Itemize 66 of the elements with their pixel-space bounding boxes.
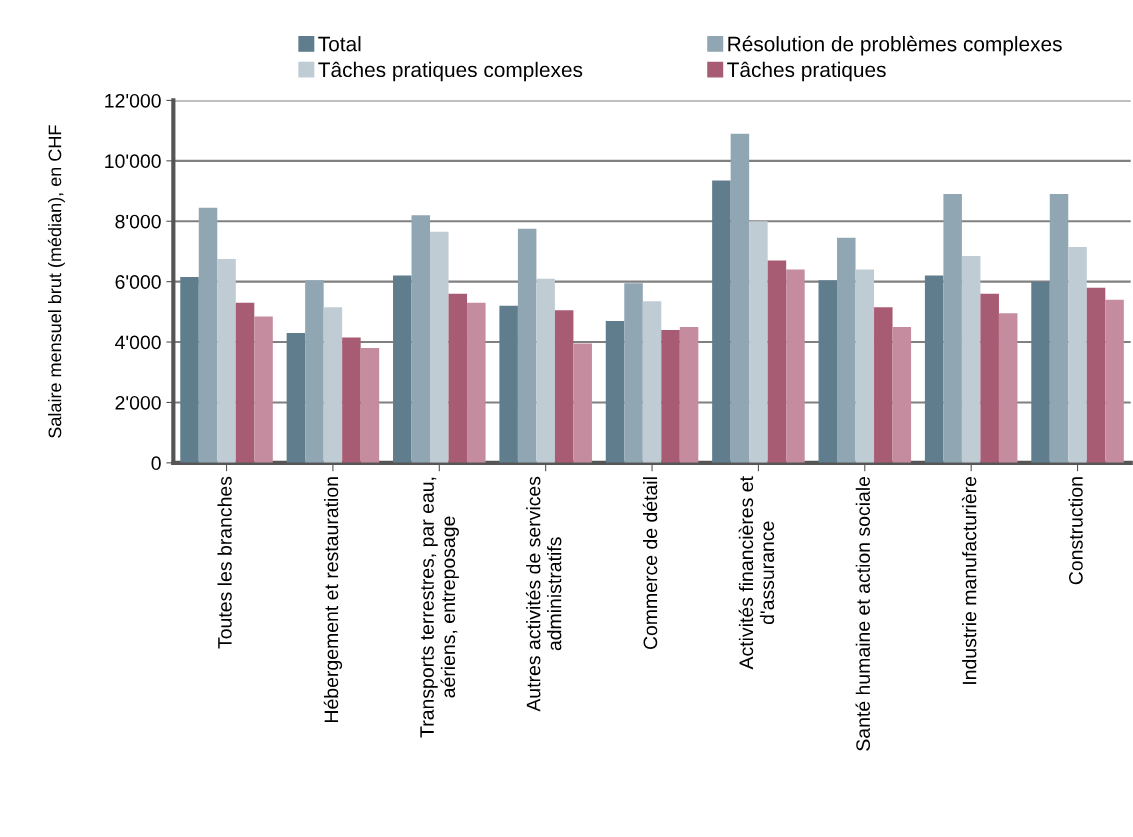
- bar: [342, 337, 361, 463]
- bar: [924, 275, 944, 463]
- bar: [961, 255, 981, 463]
- bar: [767, 260, 787, 463]
- bar: [605, 320, 625, 463]
- x-tick-label: Construction: [1068, 477, 1083, 585]
- bar: [517, 228, 537, 463]
- y-axis-title: Salaire mensuel brut (médian), en CHF: [47, 125, 65, 438]
- legend-label: Tâches pratiques complexes: [318, 61, 583, 82]
- bar: [180, 277, 199, 463]
- bar: [323, 307, 343, 463]
- bar: [554, 310, 574, 463]
- legend-label: Total: [318, 36, 361, 52]
- bar: [1068, 246, 1087, 463]
- bar: [943, 194, 962, 463]
- bar: [1086, 287, 1106, 463]
- x-tick-label: Santé humaine et action sociale: [855, 476, 871, 751]
- bar: [305, 280, 324, 463]
- bar: [624, 283, 643, 463]
- x-tick-label: Toutes les branches: [217, 476, 232, 649]
- bar: [286, 332, 306, 463]
- bar: [712, 180, 731, 463]
- y-tick-label: 12'000: [105, 93, 161, 108]
- bar: [679, 326, 699, 463]
- x-tick-label: Autres activités de services administratifs: [525, 476, 562, 712]
- bar: [448, 293, 468, 463]
- bar: [198, 207, 218, 463]
- bar: [980, 293, 999, 463]
- bar: [749, 221, 768, 463]
- y-tick-label: 8'000: [115, 214, 161, 229]
- y-tick-label: 6'000: [115, 275, 161, 289]
- bar: [499, 305, 518, 463]
- bar: [467, 302, 486, 463]
- y-tick-label: 4'000: [115, 335, 161, 350]
- x-tick-label: Transports terrestres, par eau, aériens, entreposage: [420, 477, 459, 738]
- bar: [573, 343, 592, 463]
- y-tick-label: 2'000: [115, 395, 161, 410]
- bar: [393, 275, 412, 463]
- bar: [730, 133, 750, 463]
- bar: [874, 307, 893, 463]
- x-tick-label: Commerce de détail: [642, 477, 658, 650]
- bar: [430, 231, 449, 463]
- bar: [235, 302, 255, 463]
- bar: [1049, 194, 1069, 463]
- bar: [998, 313, 1018, 463]
- bar: [1105, 299, 1124, 463]
- bar: [786, 269, 805, 463]
- bar: [661, 329, 680, 463]
- bar: [892, 326, 912, 463]
- bar: [837, 237, 856, 463]
- legend-label: Tâches pratiques: [727, 61, 886, 82]
- bar: [254, 316, 273, 463]
- bar: [217, 259, 236, 463]
- bar: [536, 278, 555, 463]
- bar: [411, 215, 431, 463]
- y-tick-label: 0: [151, 456, 161, 471]
- x-tick-label: Activités financières et d'assurance: [738, 476, 775, 670]
- y-tick-label: 10'000: [105, 154, 161, 169]
- bar: [818, 280, 838, 463]
- bar: [855, 269, 875, 463]
- x-tick-label: Industrie manufacturière: [961, 476, 977, 684]
- bar: [1031, 281, 1050, 463]
- bar: [642, 301, 662, 463]
- bar: [360, 348, 380, 463]
- x-tick-label: Hébergement et restauration: [323, 477, 343, 722]
- legend-label: Résolution de problèmes complexes: [728, 35, 1062, 56]
